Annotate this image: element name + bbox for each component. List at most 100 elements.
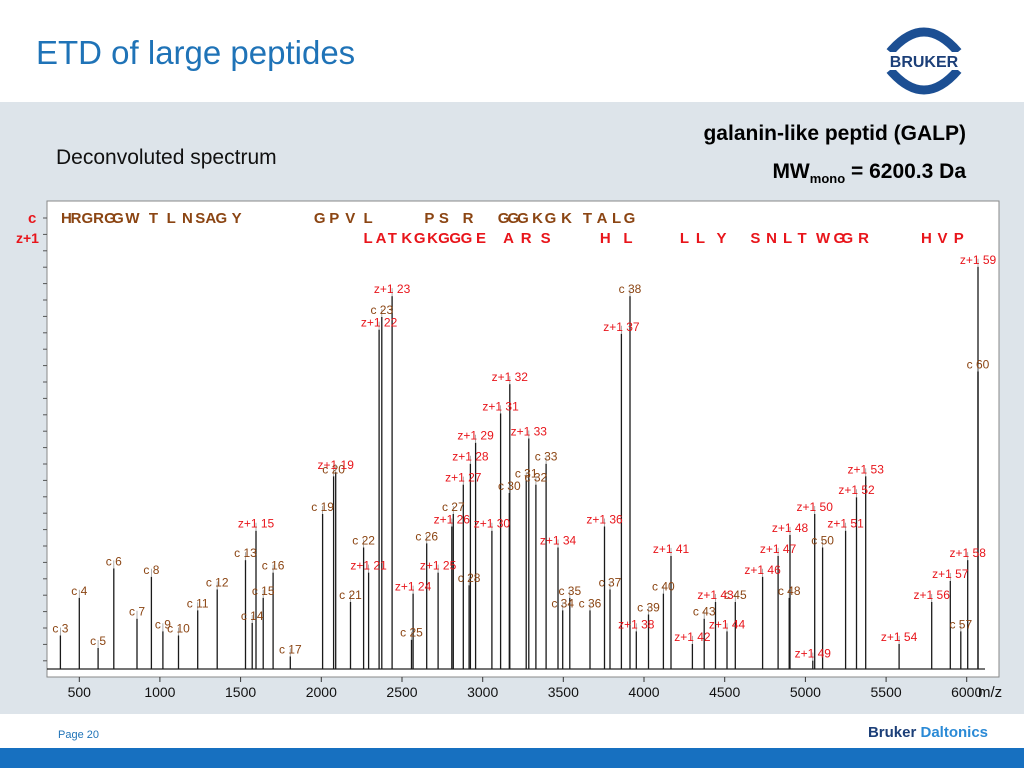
peak-label: c 28	[458, 571, 481, 585]
peak-label: z+1 50	[797, 500, 834, 514]
z-sequence-residue: H	[600, 230, 611, 247]
c-sequence-residue: L	[364, 210, 373, 227]
peak-label: c 17	[279, 642, 302, 656]
peak-label: z+1 19	[318, 458, 355, 472]
peptide-name: galanin-like peptid (GALP)	[703, 122, 966, 145]
z-series-label: z+1	[16, 230, 39, 246]
peak-label: c 15	[252, 584, 275, 598]
peak-label: c 34	[551, 596, 574, 610]
peak-label: z+1 25	[420, 559, 457, 573]
peak-label: c 5	[90, 634, 106, 648]
peak-label: z+1 37	[603, 320, 640, 334]
peak-label: c 3	[52, 622, 68, 636]
z-sequence-residue: T	[798, 230, 807, 247]
c-sequence-residue: G	[507, 210, 519, 227]
molecular-weight: MWmono = 6200.3 Da	[772, 160, 966, 186]
mw-prefix: MW	[772, 160, 810, 183]
c-sequence-residue: H	[61, 210, 72, 227]
peak-label: c 23	[370, 303, 393, 317]
c-sequence-residue: T	[583, 210, 592, 227]
c-sequence-residue: P	[424, 210, 434, 227]
peak-label: z+1 22	[361, 316, 398, 330]
z-sequence-residue: P	[954, 230, 964, 247]
y-axis-ticks	[43, 217, 47, 662]
bruker-logo-mark	[872, 27, 976, 95]
peak-label: c 10	[167, 622, 190, 636]
peak-label: z+1 44	[709, 617, 746, 631]
peak-label: z+1 53	[848, 462, 885, 476]
peak-label: z+1 29	[457, 429, 494, 443]
peak-label: z+1 43	[697, 588, 734, 602]
peak-label: c 4	[71, 584, 87, 598]
peak-label: z+1 23	[374, 282, 411, 296]
spectrum-caption: Deconvoluted spectrum	[56, 146, 277, 169]
c-sequence-residue: R	[463, 210, 474, 227]
c-sequence-residue: G	[624, 210, 636, 227]
x-axis: 500 1000 1500 2000 2500 3000 3500 4000 4500 5000 5…	[68, 677, 982, 700]
peak-label: c 13	[234, 546, 257, 560]
c-sequence-residue: R	[93, 210, 104, 227]
spectrum-peaks	[47, 266, 985, 670]
z-sequence-residue: V	[937, 230, 947, 247]
peak-label: c 6	[106, 554, 122, 568]
peak-label: z+1 34	[540, 534, 577, 548]
etd-spectrum-chart: HR G R GG W T L N S A G Y G P V L P S R GGG K G K T A L GL A T K G K G G G…	[16, 200, 1002, 701]
peak-label: c 48	[778, 584, 801, 598]
peak-label: c 32	[525, 471, 548, 485]
peak-label: c 25	[400, 626, 423, 640]
c-sequence-residue: K	[561, 210, 572, 227]
c-sequence-residue: G	[545, 210, 557, 227]
brand-daltonics: Daltonics	[920, 724, 988, 741]
z-sequence-residue: G	[449, 230, 461, 247]
x-tick-label: 6000	[951, 684, 982, 700]
plot-area	[46, 200, 1000, 678]
peak-label: z+1 41	[653, 542, 690, 556]
peak-label: z+1 15	[238, 517, 275, 531]
mw-value: = 6200.3 Da	[845, 160, 966, 183]
c-sequence-residue: A	[205, 210, 216, 227]
peak-label: c 7	[129, 605, 145, 619]
c-sequence-residue: R	[71, 210, 82, 227]
c-sequence-residue: N	[182, 210, 193, 227]
peak-label: c 36	[579, 596, 602, 610]
c-sequence-residue: G	[81, 210, 93, 227]
c-sequence-residue: G	[215, 210, 227, 227]
x-tick-label: 1500	[225, 684, 256, 700]
c-sequence-residue: G	[314, 210, 326, 227]
peak-label: z+1 33	[511, 425, 548, 439]
c-sequence-residue: L	[612, 210, 621, 227]
c-sequence-residue: K	[532, 210, 543, 227]
c-sequence-residue: V	[345, 210, 355, 227]
peak-label: z+1 49	[795, 647, 832, 661]
peak-label: c 19	[311, 500, 334, 514]
x-tick-label: 3500	[548, 684, 579, 700]
peak-label: c 35	[558, 584, 581, 598]
z-sequence-residue: W	[816, 230, 831, 247]
z-sequence-residue: R	[521, 230, 532, 247]
slide-header: ETD of large peptides BRUKER	[0, 0, 1024, 102]
slide-title: ETD of large peptides	[36, 34, 356, 71]
c-sequence-residue: W	[125, 210, 140, 227]
z-sequence-residue: S	[750, 230, 760, 247]
z-sequence-residue: T	[388, 230, 397, 247]
page-number: Page 20	[58, 729, 99, 741]
z-sequence-residue: Y	[716, 230, 726, 247]
peak-labels: c 3 c 4 c 5 c 6 c 7 c 8 c 9c 10 c 11 c 12 c 13 c 1…	[52, 253, 997, 661]
brand-name: Bruker Daltonics	[868, 724, 988, 741]
peak-label: z+1 57	[932, 567, 969, 581]
sequence-ladder: HR G R GG W T L N S A G Y G P V L P S R GGG K G K T A L GL A T K G K G G G…	[61, 210, 964, 247]
z-sequence-residue: S	[541, 230, 551, 247]
x-tick-label: 5500	[871, 684, 902, 700]
peak-label: z+1 26	[434, 513, 471, 527]
z-sequence-residue: G	[841, 230, 853, 247]
peak-label: z+1 42	[674, 630, 711, 644]
peak-label: c 60	[967, 358, 990, 372]
c-sequence-residue: L	[167, 210, 176, 227]
peak-label: z+1 21	[350, 559, 387, 573]
x-tick-label: 4000	[628, 684, 659, 700]
peak-label: c 14	[241, 609, 264, 623]
c-series-label: c	[28, 210, 36, 227]
peak-label: z+1 27	[445, 471, 482, 485]
x-tick-label: 4500	[709, 684, 740, 700]
peak-label: z+1 47	[760, 542, 797, 556]
